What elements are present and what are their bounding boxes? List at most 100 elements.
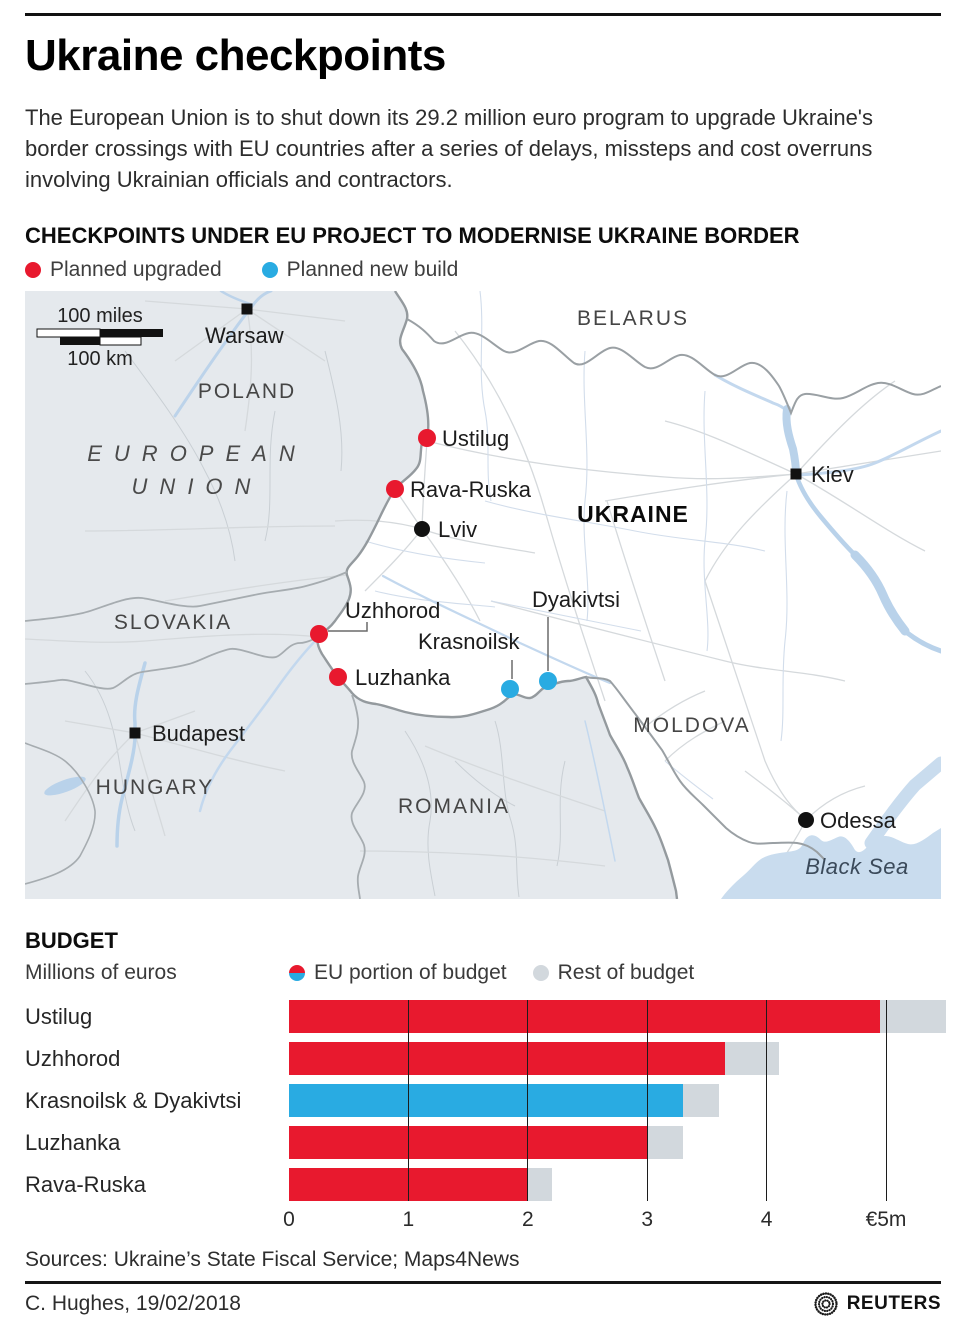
chart-row-bars xyxy=(289,1000,946,1033)
map-label-black-sea: Black Sea xyxy=(805,854,909,879)
legend-label: Rest of budget xyxy=(557,961,695,984)
bar-rest xyxy=(724,1042,779,1075)
byline: C. Hughes, 19/02/2018 xyxy=(25,1292,241,1315)
legend-label: Planned new build xyxy=(286,258,459,281)
map-label-moldova: MOLDOVA xyxy=(633,714,750,737)
checkpoint-marker-rava-ruska xyxy=(386,480,404,498)
chart-row-bars xyxy=(289,1168,552,1201)
map-label-poland: POLAND xyxy=(198,380,296,403)
city-label-lviv: Lviv xyxy=(438,517,477,542)
chart-row-bars xyxy=(289,1042,779,1075)
map-label-union: UNION xyxy=(132,474,263,499)
dniester-liman xyxy=(752,870,782,890)
scale-km-label: 100 km xyxy=(67,348,133,370)
map-label-slovakia: SLOVAKIA xyxy=(114,611,232,634)
chart-legend-row: Millions of euros EU portion of budget R… xyxy=(25,961,941,985)
budget-heading: BUDGET xyxy=(25,928,118,953)
chart-row-krasnoilsk-dyakivtsi: Krasnoilsk & Dyakivtsi xyxy=(25,1084,941,1117)
reuters-brand: REUTERS xyxy=(813,1291,941,1317)
x-tick-5m: €5m xyxy=(865,1208,907,1231)
checkpoint-label-luzhanka: Luzhanka xyxy=(355,665,451,690)
newbuild-dot-icon xyxy=(261,262,278,278)
city-label-warsaw: Warsaw xyxy=(205,323,284,348)
city-marker-warsaw xyxy=(241,303,253,315)
checkpoint-marker-ustilug xyxy=(418,429,436,447)
checkpoint-label-ustilug: Ustilug xyxy=(442,426,509,451)
chart-row-label: Krasnoilsk & Dyakivtsi xyxy=(25,1087,242,1113)
footer-byline-row: C. Hughes, 19/02/2018 REUTERS xyxy=(25,1291,941,1317)
lake-balaton xyxy=(44,776,86,796)
black-sea-fill xyxy=(721,828,941,899)
checkpoint-marker-dyakivtsi xyxy=(539,672,557,690)
chart-row-luzhanka: Luzhanka xyxy=(25,1126,941,1159)
legend-item-rest: Rest of budget xyxy=(532,961,695,985)
bar-rest xyxy=(647,1126,683,1159)
leader-line-uzhhorod xyxy=(328,622,368,632)
x-tick-0: 0 xyxy=(283,1208,295,1231)
city-label-budapest: Budapest xyxy=(152,721,245,746)
reuters-orb-icon xyxy=(814,1292,838,1316)
legend-label: EU portion of budget xyxy=(314,961,507,984)
map-label-belarus: BELARUS xyxy=(577,307,689,330)
map-legend: Planned upgraded Planned new build xyxy=(25,258,941,282)
reuters-wordmark: REUTERS xyxy=(846,1293,941,1314)
dnieper-estuary xyxy=(864,756,948,850)
x-tick-4: 4 xyxy=(760,1208,773,1231)
city-marker-kiev xyxy=(790,468,802,480)
checkpoint-label-uzhhorod: Uzhhorod xyxy=(345,598,440,623)
checkpoint-label-dyakivtsi: Dyakivtsi xyxy=(532,587,620,612)
map-section-heading: CHECKPOINTS UNDER EU PROJECT TO MODERNIS… xyxy=(25,223,800,248)
top-rule xyxy=(25,13,941,16)
chart-legend: EU portion of budget Rest of budget xyxy=(289,961,694,985)
map-svg: 100 miles 100 km POLAND BELARUS UKRAINE SLO… xyxy=(24,289,948,900)
map-label-ukraine: UKRAINE xyxy=(577,501,689,527)
chart-row-rava-ruska: Rava-Ruska xyxy=(25,1168,941,1201)
bar-rest xyxy=(683,1084,719,1117)
city-label-kiev: Kiev xyxy=(811,462,854,487)
x-tick-3: 3 xyxy=(641,1208,654,1231)
checkpoint-label-rava-ruska: Rava-Ruska xyxy=(410,477,532,502)
checkpoints-map: 100 miles 100 km POLAND BELARUS UKRAINE SLO… xyxy=(24,289,948,904)
scale-miles-label: 100 miles xyxy=(57,305,143,327)
legend-label: Planned upgraded xyxy=(50,258,222,281)
intro-paragraph: The European Union is to shut down its 2… xyxy=(25,105,873,192)
chart-row-bars xyxy=(289,1084,719,1117)
checkpoint-marker-luzhanka xyxy=(329,668,347,686)
page-title: Ukraine checkpoints xyxy=(25,31,446,80)
scale-bar: 100 miles 100 km xyxy=(36,305,163,370)
checkpoint-marker-krasnoilsk xyxy=(501,680,519,698)
budget-chart: Ustilug Uzhhorod Krasnoilsk & Dyakivtsi Luz… xyxy=(25,1000,946,1233)
map-label-european: EUROPEAN xyxy=(87,441,306,466)
x-tick-1: 1 xyxy=(402,1208,415,1231)
bar-eu-portion xyxy=(289,1168,528,1201)
chart-row-label: Uzhhorod xyxy=(25,1045,121,1071)
bar-eu-portion xyxy=(289,1042,725,1075)
national-borders xyxy=(24,290,942,900)
map-label-romania: ROMANIA xyxy=(398,795,510,818)
rivers xyxy=(115,289,944,862)
chart-row-bars xyxy=(289,1126,683,1159)
bar-rest xyxy=(880,1000,946,1033)
eu-portion-dot-icon xyxy=(289,965,305,981)
chart-row-label: Ustilug xyxy=(25,1003,93,1029)
legend-item-upgraded: Planned upgraded xyxy=(25,258,222,282)
footer-rule xyxy=(25,1281,941,1284)
city-marker-budapest xyxy=(129,727,141,739)
chart-row-uzhhorod: Uzhhorod xyxy=(25,1042,941,1075)
bar-eu-portion xyxy=(289,1126,648,1159)
city-marker-lviv xyxy=(414,521,430,537)
checkpoint-marker-uzhhorod xyxy=(310,625,328,643)
chart-rows: Ustilug Uzhhorod Krasnoilsk & Dyakivtsi Luz… xyxy=(25,1000,946,1201)
chart-row-label: Luzhanka xyxy=(25,1129,121,1155)
bar-eu-portion xyxy=(289,1084,684,1117)
legend-item-eu-portion: EU portion of budget xyxy=(289,961,507,985)
bar-rest xyxy=(527,1168,552,1201)
city-marker-odessa xyxy=(798,812,814,828)
checkpoint-label-krasnoilsk: Krasnoilsk xyxy=(418,629,520,654)
map-label-hungary: HUNGARY xyxy=(96,776,215,799)
chart-unit-label: Millions of euros xyxy=(25,961,177,984)
chart-row-ustilug: Ustilug xyxy=(25,1000,946,1033)
sources-line: Sources: Ukraine’s State Fiscal Service;… xyxy=(25,1248,520,1271)
upgraded-dot-icon xyxy=(25,262,41,278)
rest-dot-icon xyxy=(532,965,549,981)
